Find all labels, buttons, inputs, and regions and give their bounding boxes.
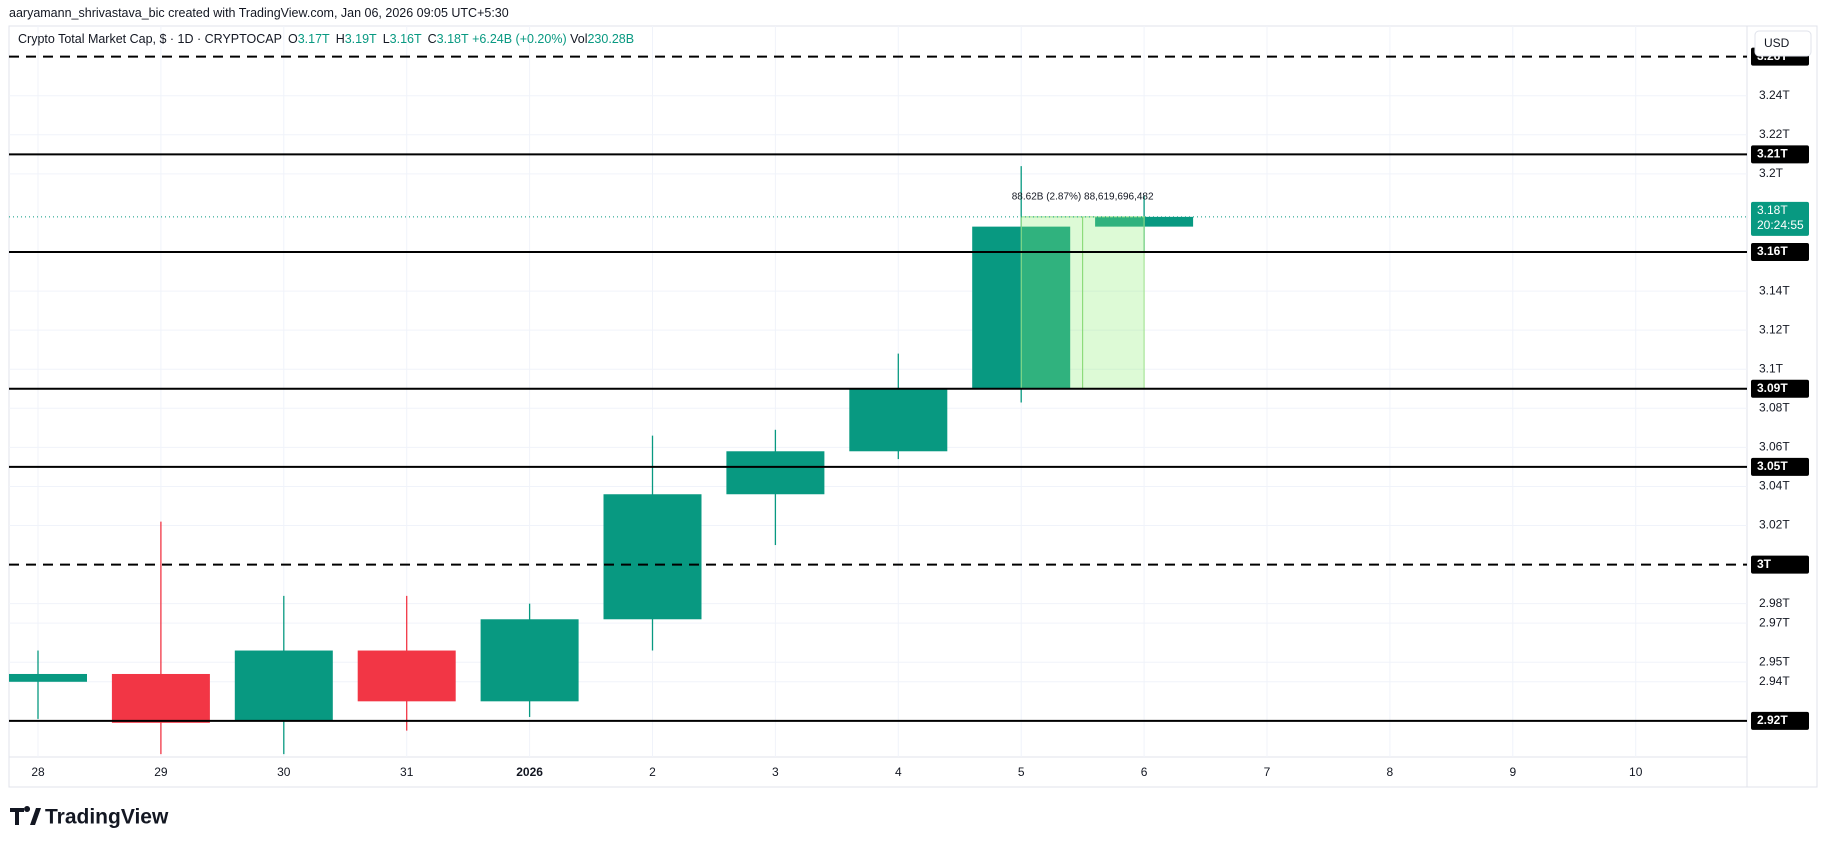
x-tick-label: 31 bbox=[400, 765, 414, 779]
x-tick-label: 2 bbox=[649, 765, 656, 779]
candle-body bbox=[234, 650, 333, 721]
y-tick-label: 3.2T bbox=[1759, 166, 1784, 180]
currency[interactable]: USD bbox=[1764, 36, 1790, 50]
level-label-box bbox=[1751, 457, 1809, 476]
y-tick-label: 3.1T bbox=[1759, 361, 1784, 375]
level-label: 2.92T bbox=[1757, 713, 1788, 727]
measure-label: 88.62B (2.87%) 88,619,696,482 bbox=[1012, 191, 1154, 202]
x-tick-label: 29 bbox=[154, 765, 168, 779]
x-tick-label: 8 bbox=[1387, 765, 1394, 779]
brand: TradingView bbox=[45, 806, 169, 829]
x-tick-label: 3 bbox=[772, 765, 779, 779]
pane-border bbox=[8, 25, 1818, 788]
y-tick-label: 2.94T bbox=[1759, 674, 1790, 688]
level-label: 3T bbox=[1757, 557, 1772, 571]
ohlc-key: L bbox=[382, 32, 390, 46]
level-label-box bbox=[1751, 145, 1809, 164]
ohlc-value: 3.17T bbox=[297, 32, 330, 46]
candle-body bbox=[726, 451, 825, 495]
x-tick-label: 7 bbox=[1264, 765, 1271, 779]
legend-header: Crypto Total Market Cap, $ · 1D · CRYPTO… bbox=[18, 32, 634, 46]
countdown: 20:24:55 bbox=[1757, 218, 1804, 232]
logo-icon bbox=[10, 806, 41, 825]
last-price-label: 3.18T bbox=[1757, 203, 1788, 217]
candle-body bbox=[849, 388, 948, 452]
x-tick-label: 30 bbox=[277, 765, 291, 779]
level-label-box bbox=[1751, 379, 1809, 398]
ohlc-value: 3.19T bbox=[344, 32, 377, 46]
logo: TradingView bbox=[10, 806, 169, 829]
level-label: 3.16T bbox=[1757, 244, 1788, 258]
y-tick-label: 2.98T bbox=[1759, 596, 1790, 610]
candle-body bbox=[603, 494, 702, 620]
x-tick-label: 5 bbox=[1018, 765, 1025, 779]
x-tick-label: 2026 bbox=[516, 765, 543, 779]
symbol: Crypto Total Market Cap, $ · 1D · CRYPTO… bbox=[18, 32, 282, 46]
x-tick-label: 4 bbox=[895, 765, 902, 779]
y-tick-label: 3.06T bbox=[1759, 440, 1790, 454]
ohlc-key: C bbox=[427, 32, 437, 46]
y-tick-label: 2.97T bbox=[1759, 615, 1790, 629]
volume-key: Vol bbox=[570, 32, 588, 46]
x-tick-label: 10 bbox=[1629, 765, 1643, 779]
currency-button[interactable] bbox=[1754, 30, 1812, 57]
ohlc-value: 3.16T bbox=[389, 32, 422, 46]
ohlc-key: H bbox=[335, 32, 345, 46]
level-label-box bbox=[1751, 243, 1809, 262]
level-label-box bbox=[1751, 555, 1809, 574]
y-tick-label: 3.24T bbox=[1759, 88, 1790, 102]
credit: aaryamann_shrivastava_bic created with T… bbox=[9, 6, 509, 20]
level-label: 3.05T bbox=[1757, 459, 1788, 473]
y-tick-label: 3.14T bbox=[1759, 283, 1790, 297]
ohlc-key: O bbox=[287, 32, 298, 46]
candle-body bbox=[357, 650, 456, 702]
level-label-box bbox=[1751, 711, 1809, 730]
y-tick-label: 2.95T bbox=[1759, 654, 1790, 668]
candle-body bbox=[480, 619, 579, 702]
y-tick-label: 3.04T bbox=[1759, 479, 1790, 493]
y-tick-label: 3.02T bbox=[1759, 518, 1790, 532]
candle-body bbox=[111, 673, 210, 723]
y-tick-label: 3.08T bbox=[1759, 400, 1790, 414]
volume: 230.28B bbox=[587, 32, 635, 46]
level-label: 3.21T bbox=[1757, 147, 1788, 161]
y-tick-label: 3.12T bbox=[1759, 322, 1790, 336]
change: +6.24B (+0.20%) bbox=[472, 32, 567, 46]
ohlc-value: 3.18T bbox=[436, 32, 469, 46]
level-label: 3.09T bbox=[1757, 381, 1788, 395]
y-tick-label: 3.22T bbox=[1759, 127, 1790, 141]
last-price-box bbox=[1751, 201, 1809, 236]
candle-body bbox=[9, 673, 87, 682]
x-tick-label: 6 bbox=[1141, 765, 1148, 779]
x-tick-label: 9 bbox=[1509, 765, 1516, 779]
x-tick-label: 28 bbox=[31, 765, 45, 779]
